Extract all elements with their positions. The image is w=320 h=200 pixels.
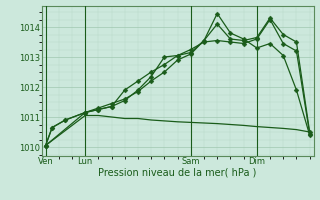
X-axis label: Pression niveau de la mer( hPa ): Pression niveau de la mer( hPa ) [99, 168, 257, 178]
